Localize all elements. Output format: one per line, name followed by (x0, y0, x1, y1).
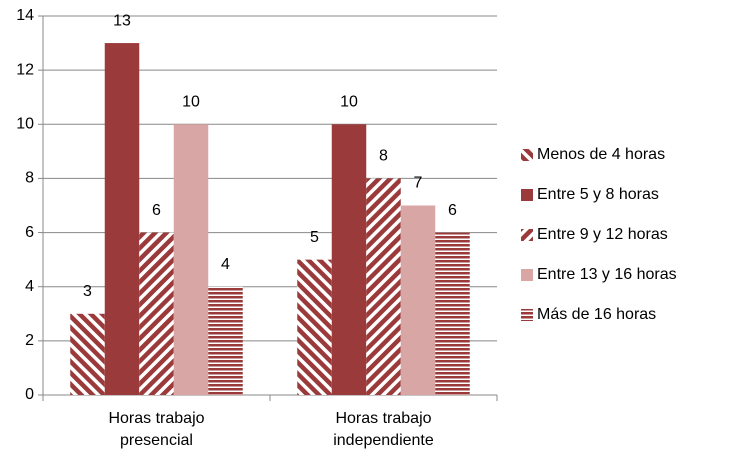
x-tick-label: Horas trabajo presencial (108, 410, 205, 449)
value-label: 5 (310, 229, 319, 246)
x-tick-label: Horas trabajo independiente (333, 410, 434, 449)
y-tick-label: 0 (25, 386, 34, 403)
value-label: 13 (113, 12, 131, 29)
legend-label: Entre 13 y 16 horas (537, 266, 677, 283)
y-tick-label: 4 (25, 278, 34, 295)
y-tick-label: 14 (16, 7, 34, 24)
bar (400, 205, 436, 395)
value-label: 10 (182, 94, 200, 111)
bar (208, 286, 243, 395)
value-label: 4 (221, 256, 230, 273)
y-tick-label: 12 (16, 61, 34, 78)
legend-swatch (521, 189, 533, 201)
value-label: 7 (414, 175, 423, 192)
bar (366, 178, 401, 395)
legend-label: Entre 9 y 12 horas (537, 226, 668, 243)
legend-swatch (521, 309, 533, 321)
bar (331, 124, 367, 396)
y-tick-label: 2 (25, 332, 34, 349)
value-label: 8 (379, 148, 388, 165)
legend-swatch (521, 229, 533, 241)
bar (70, 313, 105, 395)
bar (139, 232, 174, 395)
legend-label: Entre 5 y 8 horas (537, 186, 659, 203)
bar (104, 43, 140, 395)
legend-label: Más de 16 horas (537, 306, 656, 323)
legend-swatch (521, 269, 533, 281)
value-label: 6 (152, 202, 161, 219)
legend-label: Menos de 4 horas (537, 146, 665, 163)
bar (435, 232, 470, 395)
bar (297, 259, 332, 395)
value-label: 6 (448, 202, 457, 219)
y-tick-label: 8 (25, 170, 34, 187)
value-label: 10 (340, 94, 358, 111)
bar (173, 124, 209, 396)
y-tick-label: 6 (25, 224, 34, 241)
legend-swatch (521, 149, 533, 161)
y-tick-label: 10 (16, 116, 34, 133)
value-label: 3 (83, 283, 92, 300)
